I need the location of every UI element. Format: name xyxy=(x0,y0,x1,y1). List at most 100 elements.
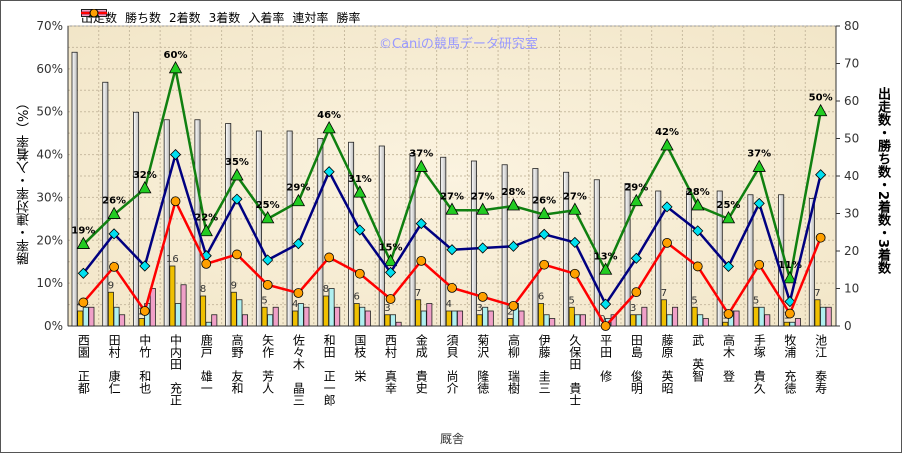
win-rate-marker xyxy=(385,294,396,304)
wins-bar xyxy=(138,318,145,327)
y-tick-left: 60% xyxy=(36,62,63,76)
wins-bar xyxy=(169,265,176,327)
x-tick-label: 菊沢 隆徳 xyxy=(475,334,490,394)
win-rate-marker xyxy=(785,308,795,319)
x-tick-label: 佐々木 晶三 xyxy=(291,334,306,406)
wins-bar xyxy=(630,314,637,327)
y-tick-left: 70% xyxy=(36,19,63,33)
runs-bar xyxy=(348,141,355,327)
runs-bar xyxy=(624,183,631,327)
x-axis-title: 厩舎 xyxy=(439,432,464,446)
wins-bar xyxy=(445,310,452,327)
rentai-rate-marker xyxy=(446,244,458,256)
place-rate-marker xyxy=(506,198,521,211)
place-rate-label: 31% xyxy=(348,174,372,185)
watermark: ©Caniの競馬データ研究室 xyxy=(379,37,538,52)
wins-data-label: 4 xyxy=(292,299,298,310)
place-rate-marker xyxy=(199,223,213,237)
rentai-rate-marker xyxy=(477,242,489,254)
win-rate-marker xyxy=(692,261,703,272)
legend: 出走数 勝ち数 2着数 3着数 入着率 連対率 勝率 xyxy=(81,9,360,26)
legend-item: 入着率 xyxy=(81,9,284,26)
place-rate-label: 25% xyxy=(256,200,280,211)
win-rate-marker xyxy=(416,255,427,266)
third-place-bar xyxy=(241,314,248,327)
wins-bar xyxy=(507,318,514,327)
wins-data-label: 3 xyxy=(384,303,390,314)
second-place-bar xyxy=(267,314,274,327)
third-place-bar xyxy=(303,306,310,327)
second-place-bar xyxy=(758,306,765,327)
place-rate-label: 37% xyxy=(409,148,433,159)
x-tick-label: 高野 友和 xyxy=(229,334,244,394)
second-place-bar xyxy=(666,314,673,327)
place-rate-marker xyxy=(414,159,428,172)
second-place-bar xyxy=(451,310,458,327)
wins-bar xyxy=(230,291,237,327)
second-place-bar xyxy=(174,303,181,327)
y-tick-left: 30% xyxy=(36,190,63,204)
second-place-bar xyxy=(82,306,89,327)
third-place-bar xyxy=(518,310,525,327)
third-place-bar xyxy=(702,318,709,327)
wins-data-label: 8 xyxy=(200,284,206,295)
wins-data-label: 4 xyxy=(446,299,452,310)
x-tick-label: 伊藤 圭三 xyxy=(537,334,552,394)
x-tick-label: 金成 貴史 xyxy=(414,334,429,394)
x-tick-label: 手塚 貴久 xyxy=(752,334,767,394)
place-rate-label: 11% xyxy=(778,260,802,271)
second-place-bar xyxy=(359,306,366,327)
wins-data-label: 7 xyxy=(661,288,667,299)
place-rate-label: 25% xyxy=(717,200,741,211)
win-rate-marker xyxy=(723,309,734,319)
place-rate-marker xyxy=(383,253,398,267)
place-rate-marker xyxy=(629,193,643,207)
second-place-bar xyxy=(789,321,796,327)
wins-data-label: 9 xyxy=(231,280,237,291)
third-place-bar xyxy=(825,306,832,327)
wins-data-label: 7 xyxy=(814,288,820,299)
place-rate-label: 27% xyxy=(440,191,464,202)
place-rate-marker xyxy=(76,236,91,249)
rentai-rate-marker xyxy=(722,260,735,272)
runs-bar xyxy=(470,160,477,327)
second-place-bar xyxy=(328,288,335,327)
place-rate-label: 46% xyxy=(317,110,341,121)
rentai-rate-marker xyxy=(415,218,427,230)
third-place-bar xyxy=(88,306,95,327)
place-rate-marker xyxy=(230,168,244,181)
wins-bar xyxy=(691,306,698,327)
wins-bar xyxy=(753,306,760,327)
win-rate-marker xyxy=(815,232,826,243)
place-rate-label: 29% xyxy=(624,183,648,194)
place-rate-marker xyxy=(691,198,705,211)
wins-data-label: 3 xyxy=(630,303,636,314)
y-tick-right: 50 xyxy=(844,132,859,146)
wins-data-label: 6 xyxy=(538,292,544,303)
legend-item: 勝率 xyxy=(81,9,360,26)
runs-bar xyxy=(225,123,232,327)
y-axis-right-title: 出走数・勝ち数・2着数・3着数 xyxy=(875,87,890,275)
rentai-rate-marker xyxy=(77,267,89,279)
wins-bar xyxy=(353,303,360,327)
x-tick-label: 須貝 尚介 xyxy=(445,334,459,394)
x-tick-label: 田村 康仁 xyxy=(107,334,122,394)
x-tick-label: 平田 修 xyxy=(598,334,613,382)
third-place-bar xyxy=(579,314,586,327)
rentai-rate-marker xyxy=(231,193,243,205)
win-rate-marker xyxy=(600,321,611,331)
place-rate-marker xyxy=(568,202,582,215)
third-place-bar xyxy=(272,306,279,327)
third-place-bar xyxy=(794,318,801,327)
runs-bar xyxy=(102,81,109,327)
third-place-bar xyxy=(211,314,218,327)
wins-bar xyxy=(722,321,729,327)
wins-data-label: 6 xyxy=(353,292,359,303)
runs-bar xyxy=(501,164,508,327)
wins-bar xyxy=(292,310,299,327)
second-place-bar xyxy=(635,314,642,327)
place-rate-marker xyxy=(537,206,551,219)
legend-item: 2着数 xyxy=(81,9,201,26)
wins-bar xyxy=(814,299,821,327)
